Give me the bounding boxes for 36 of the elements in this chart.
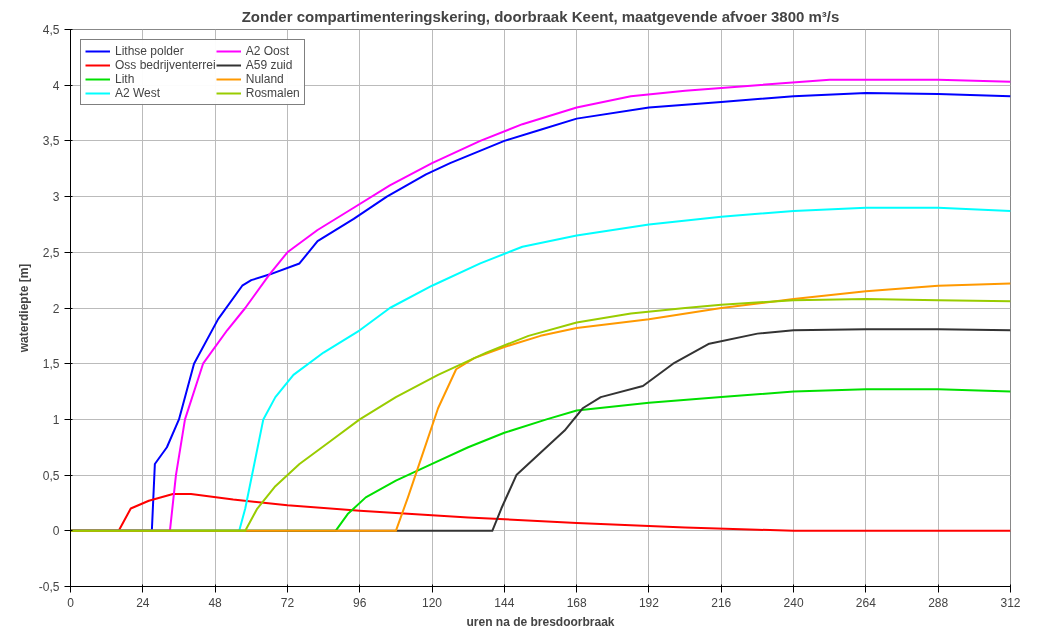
x-tick-label: 120 — [422, 595, 443, 610]
y-tick-label: 3,5 — [42, 134, 60, 149]
y-tick-label: 0,5 — [42, 468, 60, 483]
legend-label: Lithse polder — [115, 44, 184, 58]
y-tick-label: 4,5 — [42, 23, 60, 37]
legend-label: Oss bedrijventerrei — [115, 58, 216, 72]
x-tick-label: 144 — [494, 595, 515, 610]
x-tick-label: 48 — [208, 595, 223, 610]
y-tick-label: 1 — [52, 412, 60, 427]
x-tick-label: 96 — [353, 595, 367, 610]
x-axis-title: uren na de bresdoorbraak — [466, 614, 615, 629]
legend-label: A2 Oost — [245, 44, 290, 58]
x-tick-label: 240 — [783, 595, 804, 610]
x-tick-label: 312 — [1000, 595, 1021, 610]
x-tick-label: 72 — [280, 595, 295, 610]
legend-label: A59 zuid — [245, 58, 293, 72]
x-tick-label: 264 — [855, 595, 877, 610]
y-tick-label: 2,5 — [42, 245, 60, 260]
y-axis-title: waterdiepte [m] — [16, 263, 31, 354]
x-tick-label: 24 — [136, 595, 150, 610]
x-tick-label: 288 — [928, 595, 949, 610]
legend-label: Lith — [115, 72, 135, 86]
y-tick-label: 4 — [52, 78, 60, 93]
legend-label: Nuland — [245, 72, 284, 86]
y-tick-label: 2 — [52, 301, 60, 316]
x-tick-label: 168 — [566, 595, 587, 610]
x-tick-label: 0 — [67, 595, 75, 610]
y-tick-label: 1,5 — [42, 357, 60, 372]
y-tick-label: 3 — [52, 190, 60, 205]
legend-label: Rosmalen — [245, 86, 300, 100]
y-tick-label: 0 — [52, 524, 60, 539]
x-tick-label: 216 — [711, 595, 732, 610]
legend-label: A2 West — [115, 86, 161, 100]
y-tick-label: -0,5 — [38, 580, 60, 594]
chart-title: Zonder compartimenteringskering, doorbraak Keent, maatgevende afvoer 3800 m³/s — [241, 7, 840, 25]
x-tick-label: 192 — [638, 595, 660, 610]
